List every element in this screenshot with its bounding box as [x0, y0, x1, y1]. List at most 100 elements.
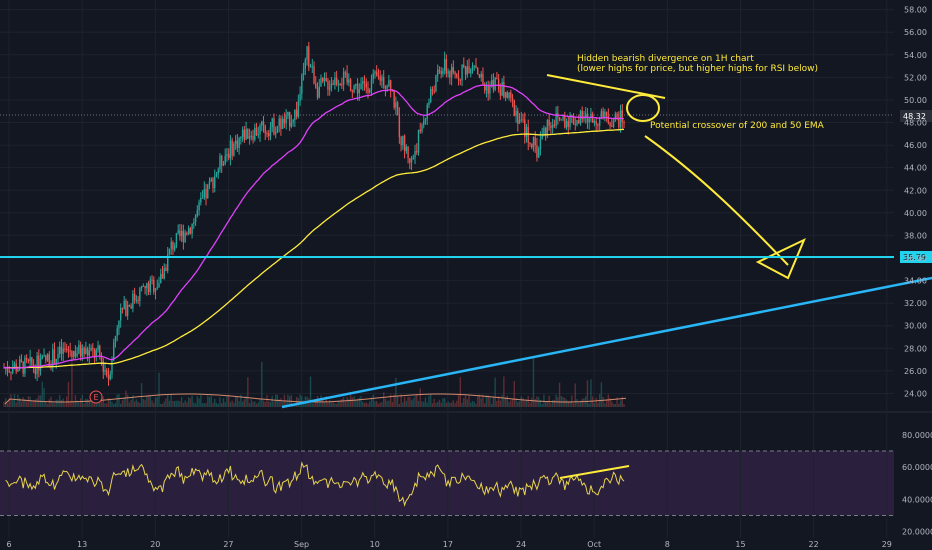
price-tick-label: 28.00 [904, 344, 927, 353]
candle-body [623, 121, 625, 124]
volume-bar [128, 402, 131, 407]
candle-body [71, 351, 73, 358]
candle-body [440, 71, 442, 74]
volume-bar [482, 394, 484, 407]
volume-bar [466, 399, 468, 407]
volume-bar [485, 395, 488, 407]
candle-body [468, 66, 470, 74]
time-tick-label: 8 [665, 540, 670, 549]
volume-bar [511, 399, 514, 407]
volume-bar [273, 401, 275, 407]
volume-bar [227, 394, 230, 407]
volume-bar [365, 402, 367, 407]
candle-body [191, 223, 193, 234]
volume-bar [153, 403, 155, 407]
candle-body [315, 83, 317, 88]
candle-body [78, 344, 80, 354]
candle-body [38, 355, 40, 371]
event-marker[interactable] [89, 390, 103, 404]
candle-body [175, 232, 178, 246]
volume-bar [135, 399, 138, 407]
volume-bar [113, 403, 115, 407]
volume-bar [571, 395, 573, 407]
candle-body [436, 70, 439, 76]
volume-bar [208, 397, 211, 407]
time-tick-label: 24 [516, 540, 526, 549]
volume-bar [163, 401, 165, 407]
volume-bar [233, 402, 235, 407]
volume-bar [126, 394, 129, 407]
volume-bar [78, 402, 80, 407]
candle-body [266, 133, 268, 135]
candle-body [118, 320, 120, 329]
candle-body [66, 348, 68, 350]
price-tick-label: 50.00 [904, 96, 927, 105]
grid [0, 0, 894, 538]
candle-body [43, 355, 45, 357]
candle-body [607, 116, 610, 124]
volume-bar [200, 395, 202, 407]
volume-bar [398, 403, 401, 407]
volume-bar [92, 401, 94, 407]
volume-bar [8, 398, 10, 407]
volume-bar [311, 403, 313, 407]
divergence-note-line2: (lower highs for price, but higher highs… [577, 64, 818, 74]
volume-bar [339, 400, 341, 407]
candle-body [400, 137, 402, 146]
candle-body [222, 164, 225, 166]
candle-body [377, 75, 380, 77]
volume-bar [6, 403, 9, 407]
volume-bar [327, 401, 329, 407]
candle-body [20, 359, 23, 362]
volume-bar [69, 402, 71, 407]
volume-bar [24, 399, 26, 407]
volume-bar [212, 402, 214, 407]
candle-body [511, 97, 514, 101]
candle-body [31, 357, 33, 365]
candle-body [341, 84, 343, 86]
volume-bar [558, 382, 561, 407]
volume-bar [424, 397, 427, 407]
volume-bar [214, 398, 216, 407]
candle-body [386, 86, 388, 89]
candle-body [358, 89, 360, 94]
crossover-note: Potential crossover of 200 and 50 EMA [650, 121, 825, 131]
candle-body [423, 120, 425, 126]
volume-bar [179, 401, 181, 407]
candle-body [478, 74, 481, 78]
candle-body [269, 127, 272, 137]
volume-bar [167, 395, 169, 407]
candle-body [302, 68, 305, 76]
candle-body [501, 82, 503, 96]
candle-body [207, 184, 209, 199]
volume-bar [494, 377, 496, 407]
candle-body [97, 345, 99, 351]
candle-body [355, 83, 357, 86]
candle-body [215, 174, 218, 177]
candle-body [490, 80, 493, 86]
volume-bar [560, 395, 563, 407]
candle-body [475, 65, 477, 68]
volume-bar [177, 400, 179, 407]
volume-bar [358, 397, 360, 407]
candle-body [597, 124, 599, 126]
candle-body [24, 357, 26, 374]
volume-bar [32, 401, 35, 407]
volume-bar [264, 401, 266, 407]
volume-bar [46, 403, 49, 407]
candle-body [114, 335, 117, 343]
candle-body [205, 189, 207, 199]
candle-body [572, 115, 575, 124]
volume-bar [17, 394, 19, 407]
volume-bar [367, 403, 369, 407]
candle-body [257, 134, 259, 136]
volume-bar [172, 401, 174, 407]
volume-bar [616, 397, 618, 407]
current-price-label: 48.32 [903, 112, 926, 121]
candle-body [104, 369, 106, 372]
candle-body [133, 293, 136, 301]
volume-bar [323, 401, 326, 407]
volume-bar [553, 399, 556, 407]
candle-body [227, 154, 230, 159]
